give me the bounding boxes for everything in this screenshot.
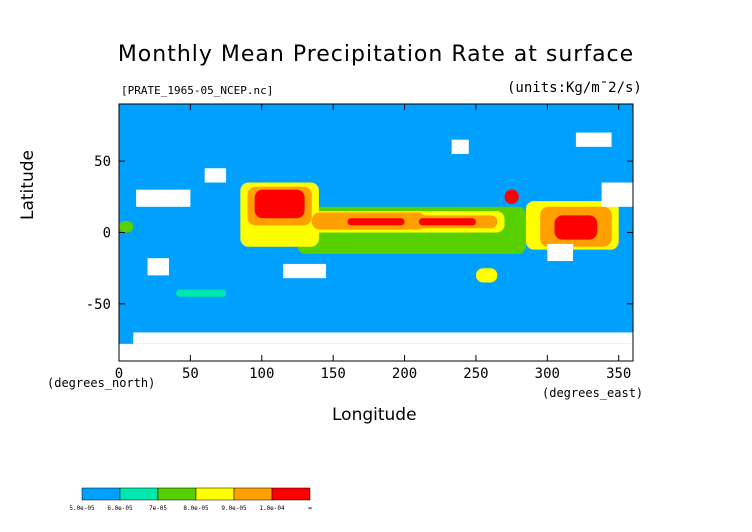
colorbar: 5.0e-05 6.0e-05 7e-05 8.0e-05 9.0e-05 1.0e-04…	[69, 487, 312, 512]
x-tick-label-0: 0	[115, 366, 123, 382]
axes: 0 50 100 150 200 250 300 350 -50 0 50	[86, 104, 633, 382]
precip-region-6	[475, 268, 498, 283]
x-tick-label-350: 350	[606, 366, 631, 382]
colorbar-swatch-3	[195, 487, 235, 501]
y-axis-label: Latitude	[18, 150, 38, 220]
colorbar-swatch-1	[119, 487, 159, 501]
precip-region-13	[554, 215, 598, 240]
x-tick-label-100: 100	[249, 366, 274, 382]
land-mask-white	[119, 132, 633, 361]
precipitation-field	[119, 182, 619, 297]
precip-region-14	[418, 218, 476, 226]
colorbar-label-5: 1.0e-04	[259, 505, 285, 512]
colorbar-label-2: 7e-05	[149, 505, 167, 512]
x-tick-label-250: 250	[463, 366, 488, 382]
land-patch-8	[204, 168, 227, 183]
x-tick-label-150: 150	[321, 366, 346, 382]
land-patch-7	[451, 139, 469, 154]
colorbar-label-0: 5.0e-05	[69, 505, 95, 512]
colorbar-swatch-0	[81, 487, 121, 501]
units-label: (units:Kg/m¯2/s)	[507, 80, 642, 96]
x-axis-unit: (degrees_east)	[542, 386, 644, 400]
land-patch-9	[575, 132, 612, 147]
land-patch-4	[283, 263, 327, 279]
x-tick-label-200: 200	[392, 366, 417, 382]
y-tick-label-0: 0	[103, 226, 111, 242]
source-file-label: [PRATE_1965-05_NCEP.nc]	[121, 84, 274, 97]
precip-region-15	[504, 189, 519, 204]
land-patch-2	[136, 189, 191, 207]
precip-region-12	[254, 189, 305, 219]
precip-region-0	[176, 289, 227, 297]
y-tick-label--50: -50	[86, 297, 111, 313]
land-patch-0	[119, 343, 633, 361]
x-axis-label: Longitude	[332, 405, 417, 425]
land-patch-6	[601, 182, 633, 207]
x-tick-label-300: 300	[535, 366, 560, 382]
colorbar-label-1: 6.0e-05	[107, 505, 133, 512]
colorbar-swatch-2	[157, 487, 197, 501]
land-patch-3	[147, 258, 169, 276]
colorbar-label-6: ∞	[308, 505, 312, 512]
precip-region-11	[347, 218, 405, 226]
land-patch-5	[547, 243, 574, 262]
land-patch-1	[133, 332, 633, 344]
precip-region-2	[119, 221, 134, 233]
y-tick-label-50: 50	[94, 154, 111, 170]
colorbar-swatch-5	[271, 487, 311, 501]
x-tick-label-50: 50	[182, 366, 199, 382]
y-axis-unit: (degrees_north)	[47, 376, 156, 390]
colorbar-swatch-4	[233, 487, 273, 501]
colorbar-label-3: 8.0e-05	[183, 505, 209, 512]
chart-title: Monthly Mean Precipitation Rate at surfa…	[117, 42, 635, 67]
colorbar-label-4: 9.0e-05	[221, 505, 247, 512]
